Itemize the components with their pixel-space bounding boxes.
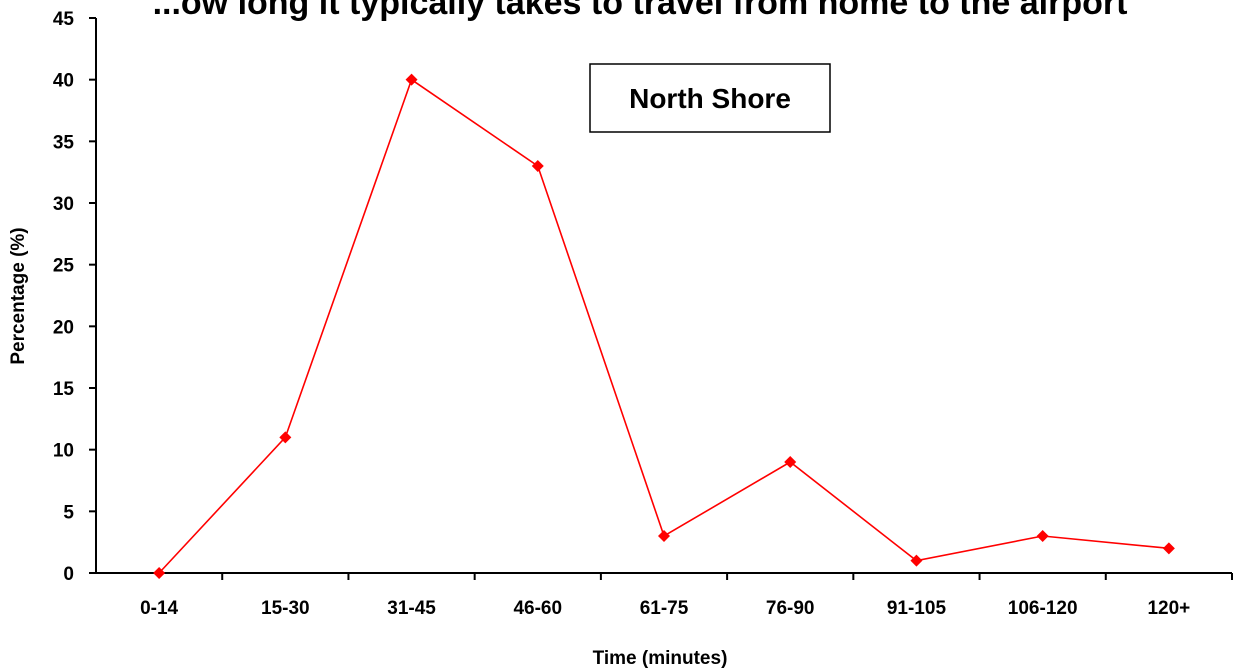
data-point-marker (153, 567, 166, 579)
x-tick-label: 61-75 (640, 598, 689, 619)
data-point-marker (910, 554, 923, 567)
annotation-box: North Shore (589, 63, 831, 133)
x-axis-ticks: 0-14 15-30 31-45 46-60 61-75 76-90 91-105 106-1… (140, 573, 1233, 619)
y-axis-title: Percentage (%) (8, 227, 29, 364)
y-tick-label: 20 (53, 317, 74, 338)
data-point-marker (279, 431, 292, 444)
series-line (158, 78, 1169, 574)
y-tick-label: 0 (63, 564, 74, 585)
y-tick-label: 15 (53, 379, 75, 400)
x-axis-title: Time (minutes) (593, 648, 728, 669)
x-tick-label: 15-30 (261, 598, 310, 619)
x-tick-label: 76-90 (766, 598, 815, 619)
x-tick-label: 91-105 (887, 598, 947, 619)
y-tick-label: 5 (63, 502, 74, 523)
data-point-marker (1162, 542, 1175, 555)
x-tick-label: 106-120 (1008, 598, 1078, 619)
y-tick-label: 10 (53, 441, 74, 462)
data-point-marker (658, 530, 670, 542)
y-tick-label: 40 (53, 71, 74, 92)
data-point-marker (531, 160, 544, 172)
data-point-marker (1036, 530, 1049, 542)
y-tick-label: 45 (53, 9, 75, 30)
x-tick-label: 0-14 (140, 598, 178, 619)
y-tick-label: 35 (53, 132, 75, 153)
x-tick-label: 120+ (1147, 598, 1190, 619)
x-tick-label: 31-45 (387, 598, 436, 619)
data-point-marker (405, 73, 418, 86)
annotation-label: North Shore (629, 83, 791, 114)
series-group (153, 73, 1175, 579)
data-point-marker (784, 456, 797, 468)
y-axis-ticks: 0 5 10 15 20 25 30 35 40 45 (53, 9, 96, 585)
y-tick-label: 30 (53, 194, 74, 215)
y-tick-label: 25 (53, 256, 75, 277)
x-tick-label: 46-60 (513, 598, 562, 619)
annotation-frame (589, 63, 831, 133)
chart-title: ...ow long it typically takes to travel … (153, 0, 1128, 22)
plot-area: 0 5 10 15 20 25 30 35 40 45 0-14 15-30 31-45 46-60 61… (53, 9, 1233, 619)
